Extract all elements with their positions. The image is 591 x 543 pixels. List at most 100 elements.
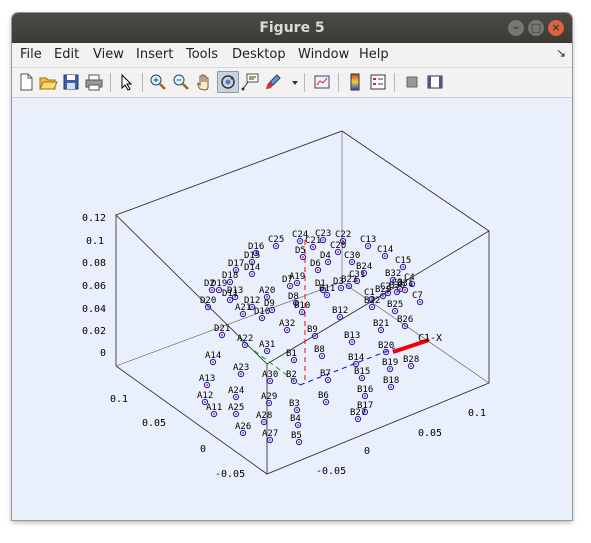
electrode-point-b4[interactable]: B4 xyxy=(290,414,302,429)
zoom-in-icon[interactable] xyxy=(148,72,168,92)
menu-window[interactable]: Window xyxy=(298,47,350,62)
electrode-point-b5[interactable]: B5 xyxy=(291,431,303,446)
electrode-point-d20[interactable]: D20 xyxy=(200,296,216,311)
electrode-point-a20[interactable]: A20 xyxy=(259,286,275,301)
electrode-point-d2[interactable]: D2 xyxy=(204,279,216,294)
electrode-point-b2[interactable]: B2 xyxy=(286,370,298,385)
electrode-point-c23[interactable]: C23 xyxy=(315,229,331,244)
electrode-point-a23[interactable]: A23 xyxy=(233,363,249,378)
electrode-point-b31[interactable]: B31 xyxy=(397,279,413,294)
electrode-point-a32[interactable]: A32 xyxy=(279,319,295,334)
electrode-point-c4[interactable]: C4 xyxy=(404,273,416,288)
electrode-point-c24[interactable]: C24 xyxy=(292,230,308,245)
electrode-point-d6[interactable]: D6 xyxy=(310,259,322,274)
electrode-point-b19[interactable]: B19 xyxy=(382,358,398,373)
electrode-point-d1[interactable]: D1 xyxy=(315,279,327,294)
electrode-point-c31[interactable]: C31 xyxy=(349,270,365,285)
menu-edit[interactable]: Edit xyxy=(54,47,80,62)
brush-dropdown-icon[interactable] xyxy=(285,72,298,92)
electrode-point-b20[interactable]: B20 xyxy=(378,341,394,356)
electrode-point-c14[interactable]: C14 xyxy=(377,245,393,260)
electrode-point-d11[interactable]: D11 xyxy=(222,289,238,304)
electrode-point-d5[interactable]: D5 xyxy=(295,246,307,261)
rotate-3d-icon[interactable] xyxy=(217,71,239,93)
edit-plot-arrow-icon[interactable] xyxy=(116,72,136,92)
electrode-point-a29[interactable]: A29 xyxy=(261,392,277,407)
electrode-point-b7[interactable]: B7 xyxy=(320,369,332,384)
menu-tools[interactable]: Tools xyxy=(186,47,219,62)
brush-icon[interactable] xyxy=(263,72,283,92)
minimize-button[interactable]: – xyxy=(508,20,524,36)
electrode-point-c30[interactable]: C30 xyxy=(344,251,360,266)
electrode-point-c1[interactable]: C1 xyxy=(364,288,376,303)
electrode-point-c13[interactable]: C13 xyxy=(360,235,376,250)
menu-insert[interactable]: Insert xyxy=(136,47,174,62)
electrode-point-d3[interactable]: D3 xyxy=(333,277,345,292)
show-plot-tools-icon[interactable] xyxy=(425,72,445,92)
electrode-point-a11[interactable]: A11 xyxy=(206,403,222,418)
electrode-point-b11[interactable]: B11 xyxy=(319,284,335,299)
electrode-point-d15[interactable]: D15 xyxy=(244,251,260,266)
electrode-point-c7[interactable]: C7 xyxy=(412,291,424,306)
electrode-point-a19[interactable]: A19 xyxy=(289,272,305,287)
electrode-point-b24[interactable]: B24 xyxy=(356,262,372,277)
3d-scatter-plot[interactable]: 0.12 0.1 0.08 0.06 0.04 0.02 0 0.1 0.05 … xyxy=(12,13,572,520)
electrode-point-c22[interactable]: C22 xyxy=(335,230,351,245)
electrode-point-d8[interactable]: D8 xyxy=(288,292,300,307)
electrode-point-d19[interactable]: D19 xyxy=(211,279,227,294)
electrode-point-b16[interactable]: B16 xyxy=(357,385,373,400)
electrode-point-b8[interactable]: B8 xyxy=(314,345,326,360)
electrode-point-b26[interactable]: B26 xyxy=(397,315,413,330)
electrode-point-d17[interactable]: D17 xyxy=(228,259,244,274)
electrode-point-b30[interactable]: B30 xyxy=(389,281,405,296)
electrode-point-a26[interactable]: A26 xyxy=(235,422,251,437)
electrode-point-d4[interactable]: D4 xyxy=(320,251,332,266)
title-bar[interactable]: Figure 5 – □ × xyxy=(12,13,572,43)
data-cursor-icon[interactable] xyxy=(240,72,260,92)
electrode-point-c20[interactable]: C20 xyxy=(330,241,346,256)
electrode-point-b12[interactable]: B12 xyxy=(332,306,348,321)
electrode-point-d16[interactable]: D16 xyxy=(248,242,264,257)
electrode-point-a13[interactable]: A13 xyxy=(199,374,215,389)
link-plot-icon[interactable] xyxy=(312,72,332,92)
electrode-point-a27[interactable]: A27 xyxy=(262,429,278,444)
electrode-point-d7[interactable]: D7 xyxy=(282,275,294,290)
electrode-point-d13[interactable]: D13 xyxy=(227,286,243,301)
insert-legend-icon[interactable] xyxy=(368,72,388,92)
electrode-point-a22[interactable]: A22 xyxy=(237,334,253,349)
electrode-point-d10[interactable]: D10 xyxy=(254,307,270,322)
new-figure-icon[interactable] xyxy=(16,72,36,92)
pan-hand-icon[interactable] xyxy=(194,72,214,92)
electrode-point-d21[interactable]: D21 xyxy=(214,324,230,339)
electrode-point-a25[interactable]: A25 xyxy=(228,403,244,418)
insert-colorbar-icon[interactable] xyxy=(345,72,365,92)
electrode-point-a31[interactable]: A31 xyxy=(259,340,275,355)
electrode-point-a28[interactable]: A28 xyxy=(256,411,272,426)
electrode-point-c2[interactable]: C2 xyxy=(380,282,392,297)
electrode-point-b27[interactable]: B27 xyxy=(350,408,366,423)
hide-plot-tools-icon[interactable] xyxy=(402,72,422,92)
electrode-point-c21[interactable]: C21 xyxy=(305,236,321,251)
electrode-point-d18[interactable]: D18 xyxy=(222,271,238,286)
electrode-point-b32[interactable]: B32 xyxy=(385,269,401,284)
electrode-point-b10[interactable]: B10 xyxy=(294,301,310,316)
electrode-point-a14[interactable]: A14 xyxy=(205,351,221,366)
electrode-point-b1[interactable]: B1 xyxy=(286,349,298,364)
electrode-point-b9[interactable]: B9 xyxy=(307,325,319,340)
menu-view[interactable]: View xyxy=(93,47,124,62)
electrode-point-b17[interactable]: B17 xyxy=(357,401,373,416)
electrode-point-b28[interactable]: B28 xyxy=(403,355,419,370)
electrode-point-b23[interactable]: B23 xyxy=(341,275,357,290)
electrode-point-d12[interactable]: D12 xyxy=(244,296,260,311)
electrode-point-b14[interactable]: B14 xyxy=(348,353,364,368)
maximize-button[interactable]: □ xyxy=(528,20,544,36)
zoom-out-icon[interactable] xyxy=(171,72,191,92)
electrode-point-b25[interactable]: B25 xyxy=(387,300,403,315)
print-icon[interactable] xyxy=(84,72,104,92)
close-button[interactable]: × xyxy=(548,20,564,36)
electrode-point-a21[interactable]: A21 xyxy=(235,303,251,318)
electrode-point-c25[interactable]: C25 xyxy=(268,235,284,250)
electrode-point-b22[interactable]: B22 xyxy=(364,296,380,311)
electrode-point-d14[interactable]: D14 xyxy=(244,263,260,278)
electrode-point-b6[interactable]: B6 xyxy=(318,391,330,406)
